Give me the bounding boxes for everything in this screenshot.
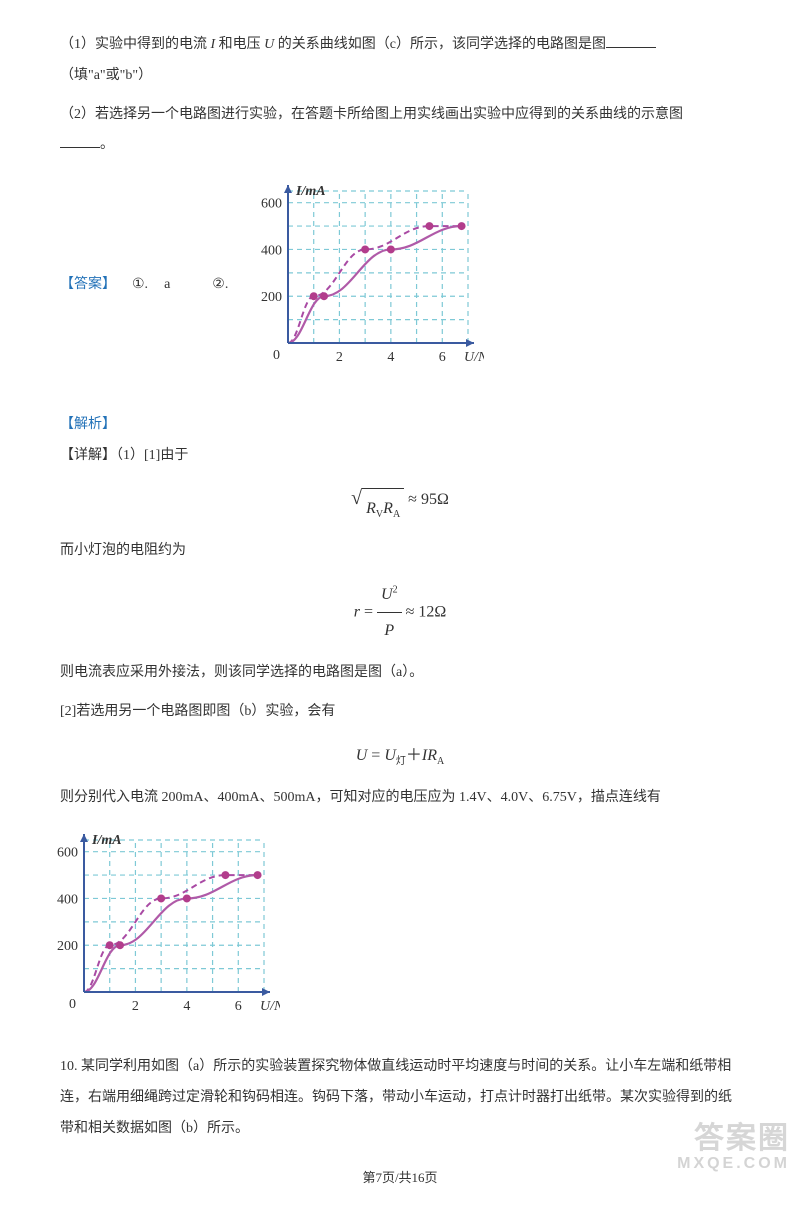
eq1-R1: R (366, 500, 376, 517)
svg-text:6: 6 (439, 350, 446, 365)
svg-text:2: 2 (132, 999, 139, 1014)
result-chart: 0 2 4 6 200 400 600 U/N I/mA (40, 826, 280, 1039)
svg-text:U/N: U/N (464, 350, 484, 365)
eq1-subA: A (393, 509, 400, 520)
analysis-line4: [2]若选用另一个电路图即图（b）实验，会有 (60, 697, 740, 728)
q2-text: （2）若选择另一个电路图进行实验，在答题卡所给图上用实线画出实验中应得到的关系曲… (60, 107, 683, 122)
equation-1: √ RVRA ≈ 95Ω (60, 482, 740, 526)
eq2-tail: ≈ 12Ω (402, 603, 447, 620)
svg-text:I/mA: I/mA (295, 184, 326, 199)
answer-2-no: ②. (212, 270, 228, 301)
svg-text:6: 6 (235, 999, 242, 1014)
svg-text:600: 600 (57, 845, 78, 860)
answer-chart: 0 2 4 6 200 400 600 U/N I/mA (244, 177, 484, 390)
analysis-line2: 而小灯泡的电阻约为 (60, 536, 740, 567)
svg-text:0: 0 (273, 348, 280, 363)
svg-text:600: 600 (261, 197, 282, 212)
analysis-label: 【解析】 (60, 410, 740, 441)
answer-row: 【答案】 ①. a ②. 0 2 4 6 200 400 600 U/N I/mA (60, 173, 740, 398)
equation-3: U = U灯＋IRA (60, 738, 740, 773)
eq3-plus: ＋ (406, 747, 422, 764)
svg-text:400: 400 (261, 244, 282, 259)
eq1-R2: R (383, 500, 393, 517)
eq3-left: U (356, 747, 368, 764)
q1-tail: （填"a"或"b"） (60, 68, 152, 83)
svg-text:4: 4 (388, 350, 395, 365)
svg-text:0: 0 (69, 997, 76, 1012)
answer-label: 【答案】 (60, 270, 116, 301)
q2-tail: 。 (100, 137, 114, 152)
question-1: （1）实验中得到的电流 I 和电压 U 的关系曲线如图（c）所示，该同学选择的电… (60, 30, 740, 92)
eq3-Ud: U (384, 747, 396, 764)
answer-1-no: ①. (132, 270, 148, 301)
svg-text:U/N: U/N (260, 999, 280, 1014)
equation-2: r = U2P ≈ 12Ω (60, 577, 740, 648)
eq1-tail: ≈ 95Ω (404, 491, 449, 508)
question-2: （2）若选择另一个电路图进行实验，在答题卡所给图上用实线画出实验中应得到的关系曲… (60, 100, 740, 162)
q1-text-c: 的关系曲线如图（c）所示，该同学选择的电路图是图 (274, 37, 606, 52)
svg-text:4: 4 (183, 999, 190, 1014)
blank-2 (60, 134, 100, 148)
eq3-subA: A (437, 756, 444, 767)
var-U: U (264, 37, 274, 52)
q1-text-b: 和电压 (215, 37, 264, 52)
eq2-eq: = (360, 603, 377, 620)
blank-1 (606, 34, 656, 48)
answer-1-val: a (164, 270, 170, 301)
watermark-line1: 答案圈 (677, 1122, 790, 1155)
eq2-den: P (377, 613, 402, 648)
svg-text:2: 2 (336, 350, 343, 365)
q1-text-a: （1）实验中得到的电流 (60, 37, 211, 52)
svg-text:I/mA: I/mA (91, 833, 122, 848)
eq2-num: U (381, 586, 393, 603)
eq3-IR: IR (422, 747, 437, 764)
page-footer: 第7页/共16页 (0, 1164, 800, 1193)
eq3-subD: 灯 (396, 756, 406, 767)
eq3-mid: = (367, 747, 384, 764)
svg-text:400: 400 (57, 892, 78, 907)
analysis-line5: 则分别代入电流 200mA、400mA、500mA，可知对应的电压应为 1.4V… (60, 783, 740, 814)
svg-text:200: 200 (57, 939, 78, 954)
analysis-line3: 则电流表应采用外接法，则该同学选择的电路图是图（a）。 (60, 658, 740, 689)
svg-text:200: 200 (261, 290, 282, 305)
eq2-sup: 2 (393, 584, 398, 595)
analysis-line1: 【详解】（1）[1]由于 (60, 441, 740, 472)
